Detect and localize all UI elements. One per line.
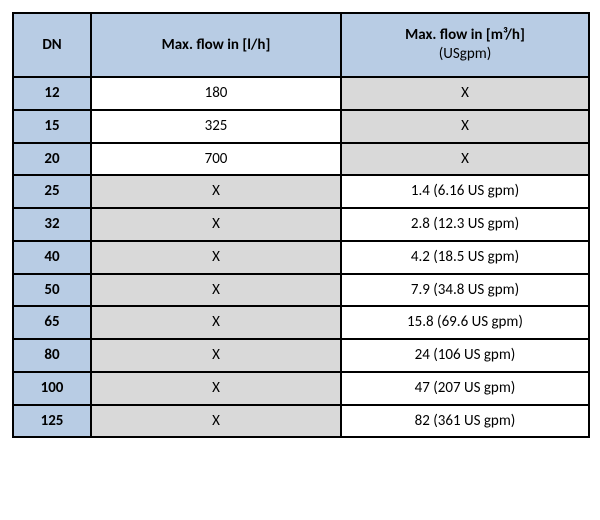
cell-m3h: 24 (106 US gpm) (341, 339, 589, 372)
table-row: 100X47 (207 US gpm) (13, 372, 589, 405)
col-header-m3h: Max. flow in [m³/h] (USgpm) (341, 13, 589, 77)
table-row: 15325X (13, 110, 589, 143)
cell-dn: 32 (13, 208, 91, 241)
cell-lh: 180 (91, 77, 341, 110)
cell-m3h: 2.8 (12.3 US gpm) (341, 208, 589, 241)
cell-dn: 20 (13, 143, 91, 176)
cell-dn: 100 (13, 372, 91, 405)
header-row: DN Max. flow in [l/h] Max. flow in [m³/h… (13, 13, 589, 77)
cell-lh: X (91, 175, 341, 208)
table-row: 65X15.8 (69.6 US gpm) (13, 306, 589, 339)
cell-lh: 325 (91, 110, 341, 143)
cell-dn: 50 (13, 274, 91, 307)
table-body: 12180X15325X20700X25X1.4 (6.16 US gpm)32… (13, 77, 589, 437)
cell-lh: X (91, 339, 341, 372)
cell-m3h: X (341, 110, 589, 143)
cell-lh: X (91, 405, 341, 438)
cell-dn: 25 (13, 175, 91, 208)
table-row: 125X82 (361 US gpm) (13, 405, 589, 438)
cell-lh: X (91, 241, 341, 274)
table-row: 80X24 (106 US gpm) (13, 339, 589, 372)
cell-lh: X (91, 306, 341, 339)
table-row: 50X7.9 (34.8 US gpm) (13, 274, 589, 307)
cell-lh: X (91, 372, 341, 405)
table-row: 20700X (13, 143, 589, 176)
cell-m3h: 15.8 (69.6 US gpm) (341, 306, 589, 339)
cell-dn: 40 (13, 241, 91, 274)
cell-lh: X (91, 274, 341, 307)
col-header-dn: DN (13, 13, 91, 77)
cell-m3h: 7.9 (34.8 US gpm) (341, 274, 589, 307)
cell-m3h: 1.4 (6.16 US gpm) (341, 175, 589, 208)
cell-lh: 700 (91, 143, 341, 176)
table-row: 25X1.4 (6.16 US gpm) (13, 175, 589, 208)
col-header-m3h-line2: (USgpm) (439, 45, 492, 63)
table-row: 32X2.8 (12.3 US gpm) (13, 208, 589, 241)
col-header-m3h-line1: Max. flow in [m³/h] (405, 26, 525, 44)
cell-dn: 80 (13, 339, 91, 372)
flow-table: DN Max. flow in [l/h] Max. flow in [m³/h… (12, 12, 590, 438)
table-row: 40X4.2 (18.5 US gpm) (13, 241, 589, 274)
cell-m3h: X (341, 77, 589, 110)
cell-m3h: 4.2 (18.5 US gpm) (341, 241, 589, 274)
cell-dn: 12 (13, 77, 91, 110)
cell-m3h: 82 (361 US gpm) (341, 405, 589, 438)
table-row: 12180X (13, 77, 589, 110)
cell-m3h: 47 (207 US gpm) (341, 372, 589, 405)
cell-dn: 15 (13, 110, 91, 143)
cell-dn: 65 (13, 306, 91, 339)
cell-m3h: X (341, 143, 589, 176)
cell-dn: 125 (13, 405, 91, 438)
cell-lh: X (91, 208, 341, 241)
col-header-lh: Max. flow in [l/h] (91, 13, 341, 77)
